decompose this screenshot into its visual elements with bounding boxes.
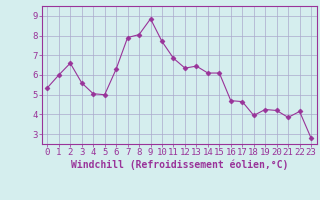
- X-axis label: Windchill (Refroidissement éolien,°C): Windchill (Refroidissement éolien,°C): [70, 160, 288, 170]
